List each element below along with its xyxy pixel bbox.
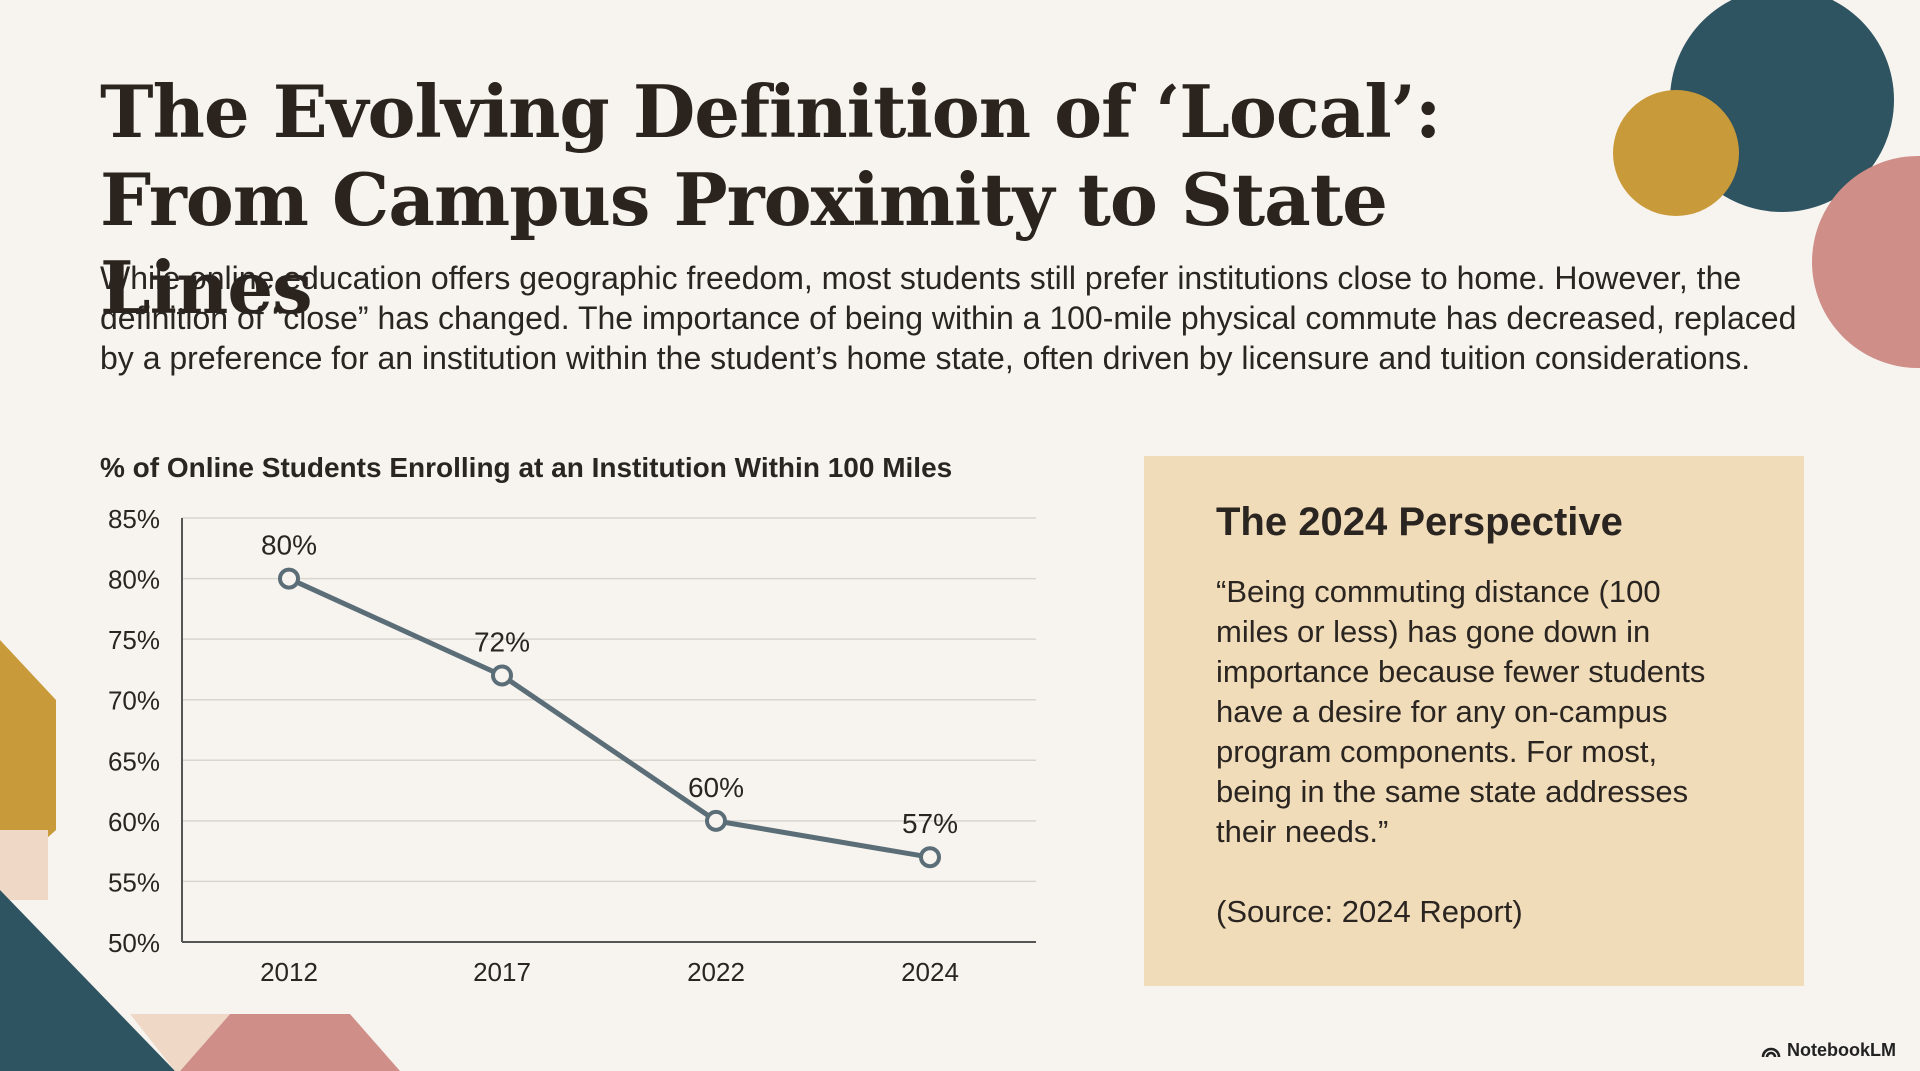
chart-title: % of Online Students Enrolling at an Ins… — [100, 452, 953, 483]
quote-panel: The 2024 Perspective “Being commuting di… — [1144, 456, 1804, 986]
line-chart: 85% 80% 75% 70% 65% 60% 55% 50% 2012 2017 2022 202… — [108, 504, 1036, 987]
data-point — [491, 664, 513, 687]
chart-data-labels: 80% 72% 60% 57% — [261, 530, 958, 840]
data-label: 57% — [902, 808, 958, 839]
y-tick-label: 60% — [108, 807, 160, 837]
peach-shape-decoration — [0, 830, 48, 900]
y-tick-label: 85% — [108, 504, 160, 534]
slide-title: The Evolving Definition of ‘Local’: From… — [100, 69, 1441, 330]
data-point — [705, 809, 727, 832]
y-tick-label: 55% — [108, 867, 160, 897]
intro-paragraph: While online education offers geographic… — [100, 260, 1797, 376]
data-point — [919, 846, 941, 869]
y-tick-label: 80% — [108, 565, 160, 595]
peach-triangle-decoration — [130, 1014, 230, 1071]
notebooklm-logo-icon — [1761, 1047, 1781, 1057]
y-tick-label: 50% — [108, 928, 160, 958]
x-tick-label: 2017 — [473, 957, 531, 987]
data-label: 80% — [261, 530, 317, 561]
teal-triangle-decoration — [0, 890, 175, 1071]
rose-trapezoid-decoration — [180, 1014, 400, 1071]
mustard-hexagon-decoration — [0, 640, 56, 880]
chart-gridlines — [182, 517, 1036, 883]
rose-circle-decoration — [1812, 156, 1920, 368]
brand-name: NotebookLM — [1787, 1040, 1896, 1060]
mustard-circle-decoration — [1613, 90, 1739, 216]
series-line — [287, 576, 931, 860]
brand-badge: NotebookLM — [1761, 1040, 1896, 1061]
data-point — [278, 567, 300, 590]
quote-source: (Source: 2024 Report) — [1216, 894, 1523, 929]
y-tick-label: 65% — [108, 746, 160, 776]
quote-heading: The 2024 Perspective — [1216, 500, 1623, 544]
y-tick-label: 70% — [108, 686, 160, 716]
chart-axes — [181, 518, 1036, 943]
x-tick-label: 2024 — [901, 957, 959, 987]
x-tick-label: 2012 — [260, 957, 318, 987]
x-tick-label: 2022 — [687, 957, 745, 987]
y-axis-tick-labels: 85% 80% 75% 70% 65% 60% 55% 50% — [108, 504, 160, 958]
data-label: 72% — [474, 626, 530, 657]
quote-text: “Being commuting distance (100 miles or … — [1216, 574, 1706, 849]
chart-series — [278, 567, 941, 869]
data-label: 60% — [688, 772, 744, 803]
x-axis-tick-labels: 2012 2017 2022 2024 — [260, 957, 959, 987]
y-tick-label: 75% — [108, 625, 160, 655]
